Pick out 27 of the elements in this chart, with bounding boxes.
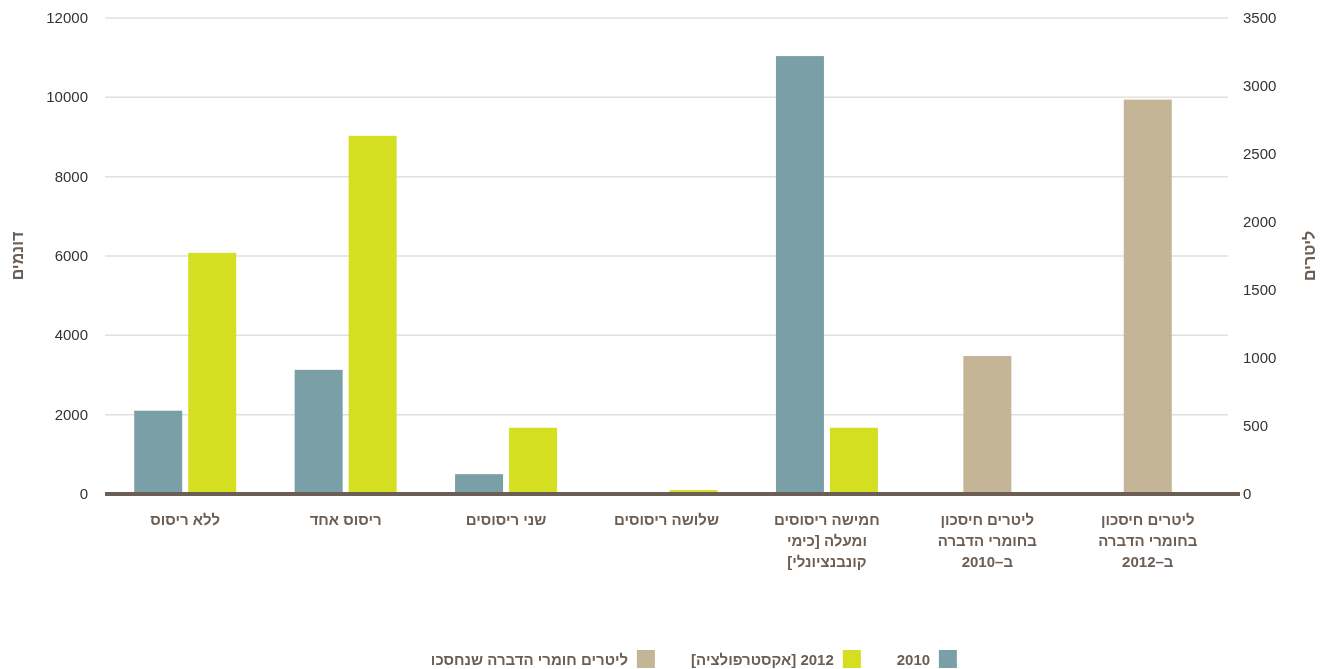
y-tick-label: 10000 [46, 88, 88, 106]
y-tick-label: 2000 [54, 405, 88, 423]
y2-tick-label: 3500 [1243, 9, 1277, 26]
y-tick-label: 4000 [54, 326, 88, 344]
y-tick-label: 0 [79, 485, 88, 502]
legend-label: 2012 [אקסטרפולציה] [691, 650, 834, 668]
x-tick-label: ריסוס אחד [308, 510, 383, 530]
y2-tick-label: 0 [1243, 485, 1252, 502]
y2-tick-label: 2000 [1243, 213, 1277, 230]
y2-tick-label: 500 [1243, 417, 1269, 434]
y2-tick-label: 2500 [1243, 145, 1277, 162]
y2-axis-title: ליטרים [1301, 230, 1319, 282]
legend-label: 2010 [896, 650, 931, 668]
legend-label: ליטרים חומרי הדברה שנחסכו [430, 650, 629, 668]
y-tick-label: 12000 [46, 9, 88, 26]
x-tick-label: ללא ריסוס [149, 510, 222, 530]
y-tick-label: 8000 [54, 167, 88, 185]
x-tick-label: חמישה ריסוסים ומעלה [כימי קונבנציונלי] [773, 510, 881, 572]
y2-tick-label: 1500 [1243, 281, 1277, 298]
y2-tick-label: 3000 [1243, 77, 1277, 94]
y2-tick-label: 1000 [1243, 349, 1277, 366]
x-tick-label: שלושה ריסוסים [613, 510, 720, 530]
x-tick-label: שני ריסוסים [464, 510, 548, 530]
y-axis-title: דונמים [9, 231, 27, 281]
y-tick-label: 6000 [54, 247, 88, 264]
x-tick-label: ליטרים חיסכון בחומרי הדברה ב–2012 [1097, 510, 1199, 572]
x-tick-label: ליטרים חיסכון בחומרי הדברה ב–2010 [936, 510, 1038, 572]
